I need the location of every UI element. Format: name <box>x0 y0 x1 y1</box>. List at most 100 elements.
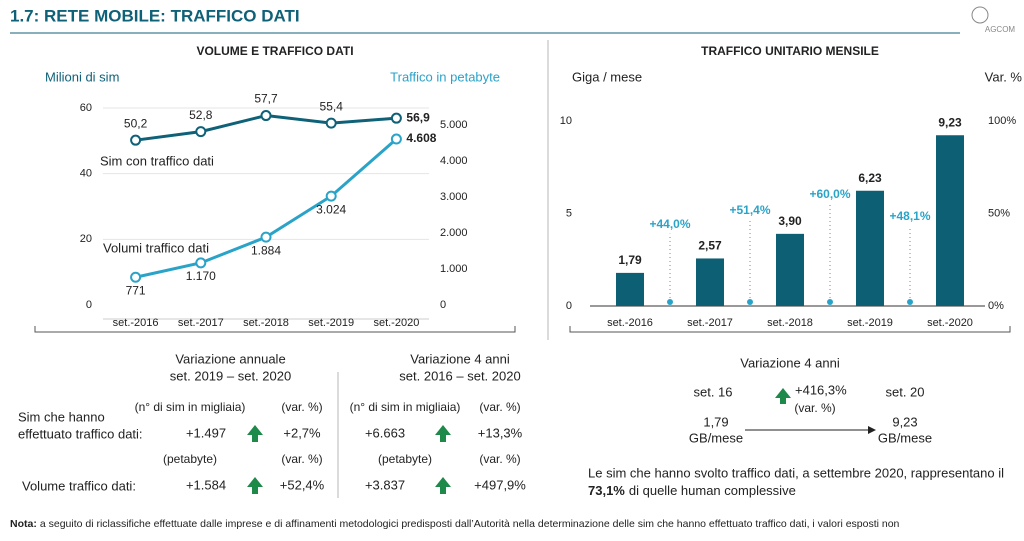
logo-icon <box>971 6 989 24</box>
data-label: 4.608 <box>406 131 436 145</box>
bracket <box>569 326 1011 333</box>
point <box>260 110 272 122</box>
y2-tick-label: 100% <box>988 115 1016 127</box>
cell-value: +52,4% <box>280 477 325 492</box>
x-tick-label: set.-2019 <box>308 317 354 329</box>
growth-dot <box>747 299 753 305</box>
unit: (petabyte) <box>163 452 217 466</box>
growth-label: +60,0% <box>809 187 850 201</box>
note: Nota: a seguito di riclassifiche effettua… <box>10 518 900 530</box>
row-label: Volume traffico dati: <box>22 478 136 493</box>
bar <box>696 258 724 306</box>
y-tick-label: 0 <box>566 300 572 312</box>
x-tick-label: set.-2017 <box>178 317 224 329</box>
point <box>260 231 272 243</box>
cell-value: +13,3% <box>478 425 523 440</box>
data-label: 57,7 <box>254 92 278 106</box>
y-tick-label: 5 <box>566 207 572 219</box>
up-arrow <box>435 425 451 442</box>
y2-tick-label: 1.000 <box>440 263 468 275</box>
data-label: 52,8 <box>189 108 213 122</box>
unit: (n° di sim in migliaia) <box>135 400 246 414</box>
unit: (n° di sim in migliaia) <box>350 400 461 414</box>
cell-value: +3.837 <box>365 477 405 492</box>
y-tick-label: 0 <box>86 299 92 311</box>
data-label: 771 <box>126 283 146 297</box>
unit: (var. %) <box>281 400 322 414</box>
y-tick-label: 10 <box>560 115 572 127</box>
growth-label: +51,4% <box>729 203 770 217</box>
cell-value: +2,7% <box>283 425 321 440</box>
y2-axis-title: Var. % <box>985 69 1023 84</box>
data-label: 1.884 <box>251 243 281 257</box>
y2-tick-label: 2.000 <box>440 227 468 239</box>
summary-unit: (var. %) <box>794 401 835 415</box>
series-label: Sim con traffico dati <box>100 153 214 168</box>
point <box>130 271 142 283</box>
point <box>195 257 207 269</box>
data-label: 9,23 <box>938 115 962 129</box>
point <box>390 112 402 124</box>
x-tick-label: set.-2016 <box>113 317 159 329</box>
summary-from-value: GB/mese <box>689 430 743 445</box>
data-label: 56,9 <box>406 110 430 124</box>
cell-value: +6.663 <box>365 425 405 440</box>
logo: AGCOM <box>985 25 1016 34</box>
up-arrow <box>775 388 791 404</box>
y-axis-title: Giga / mese <box>572 69 642 84</box>
data-label: 55,4 <box>320 99 344 113</box>
chart-title: TRAFFICO UNITARIO MENSILE <box>701 44 879 58</box>
cell-value: +1.584 <box>186 477 226 492</box>
data-label: 3,90 <box>778 214 802 228</box>
point <box>130 134 142 146</box>
growth-label: +44,0% <box>649 217 690 231</box>
summary-from: set. 16 <box>693 384 732 399</box>
growth-dot <box>827 299 833 305</box>
growth-label: +48,1% <box>889 209 930 223</box>
bar <box>936 135 964 306</box>
point <box>325 117 337 129</box>
cell-value: +497,9% <box>474 477 526 492</box>
highlight: 73,1% <box>588 483 625 498</box>
y2-axis-title: Traffico in petabyte <box>390 69 500 84</box>
summary-to-value: 9,23 <box>892 414 917 429</box>
unit: (petabyte) <box>378 452 432 466</box>
note-label: Nota: <box>10 518 37 530</box>
y2-tick-label: 0 <box>440 299 446 311</box>
y-tick-label: 20 <box>80 233 92 245</box>
up-arrow <box>435 477 451 494</box>
y2-tick-label: 50% <box>988 207 1010 219</box>
data-label: 1.170 <box>186 269 216 283</box>
bar <box>616 272 644 306</box>
x-tick-label: set.-2017 <box>687 317 733 329</box>
y-tick-label: 60 <box>80 102 92 114</box>
note-text: a seguito di riclassifiche effettuate da… <box>40 518 900 530</box>
x-tick-label: set.-2018 <box>767 317 813 329</box>
data-label: 6,23 <box>858 171 882 185</box>
y2-tick-label: 4.000 <box>440 155 468 167</box>
data-label: 2,57 <box>698 239 722 253</box>
summary-title: Variazione 4 anni <box>740 355 840 370</box>
summary-text: 73,1% di quelle human complessive <box>588 483 796 498</box>
chart-title: VOLUME E TRAFFICO DATI <box>196 44 353 58</box>
data-label: 50,2 <box>124 116 148 130</box>
x-tick-label: set.-2018 <box>243 317 289 329</box>
growth-dot <box>667 299 673 305</box>
col-header: set. 2016 – set. 2020 <box>399 368 520 383</box>
point <box>195 126 207 138</box>
y-axis-title: Milioni di sim <box>45 69 119 84</box>
data-label: 3.024 <box>316 202 346 216</box>
x-tick-label: set.-2016 <box>607 317 653 329</box>
up-arrow <box>247 425 263 442</box>
bar <box>856 190 884 306</box>
summary-text: Le sim che hanno svolto traffico dati, a… <box>588 465 1004 480</box>
unit: (var. %) <box>479 400 520 414</box>
col-header: Variazione 4 anni <box>410 351 510 366</box>
data-label: 1,79 <box>618 253 642 267</box>
y2-tick-label: 0% <box>988 300 1004 312</box>
row-label: Sim che hanno <box>18 409 105 424</box>
page-title: 1.7: RETE MOBILE: TRAFFICO DATI <box>10 6 300 25</box>
arrow-head <box>868 426 876 434</box>
series-label: Volumi traffico dati <box>103 240 209 255</box>
